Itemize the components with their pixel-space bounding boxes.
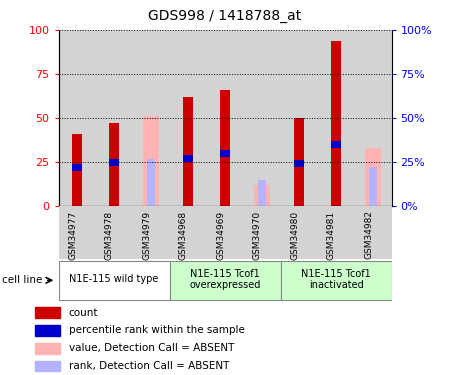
- Bar: [369, 168, 377, 206]
- Bar: [95, 30, 132, 206]
- Bar: [220, 150, 230, 157]
- Bar: [280, 30, 318, 206]
- Text: GSM34968: GSM34968: [179, 210, 188, 260]
- Text: GSM34981: GSM34981: [327, 210, 336, 260]
- Bar: [220, 90, 230, 206]
- Bar: [207, 30, 243, 206]
- Bar: [355, 206, 392, 259]
- Bar: [170, 30, 207, 206]
- Text: count: count: [69, 308, 98, 318]
- Bar: [144, 116, 159, 206]
- Text: GSM34982: GSM34982: [364, 210, 373, 260]
- Bar: [294, 118, 304, 206]
- Bar: [35, 361, 60, 371]
- Bar: [132, 30, 170, 206]
- Bar: [243, 30, 280, 206]
- Bar: [294, 160, 304, 168]
- Bar: [58, 30, 95, 206]
- Text: GSM34978: GSM34978: [105, 210, 114, 260]
- Bar: [170, 206, 207, 259]
- FancyBboxPatch shape: [58, 261, 170, 300]
- Text: percentile rank within the sample: percentile rank within the sample: [69, 326, 245, 336]
- Text: N1E-115 wild type: N1E-115 wild type: [69, 274, 159, 285]
- Bar: [280, 206, 318, 259]
- Text: GDS998 / 1418788_at: GDS998 / 1418788_at: [148, 9, 302, 23]
- Bar: [318, 30, 355, 206]
- Bar: [258, 180, 265, 206]
- Text: N1E-115 Tcof1
inactivated: N1E-115 Tcof1 inactivated: [301, 268, 371, 290]
- Bar: [318, 206, 355, 259]
- Bar: [132, 206, 170, 259]
- Text: GSM34970: GSM34970: [253, 210, 262, 260]
- Bar: [365, 148, 381, 206]
- Bar: [58, 206, 95, 259]
- Bar: [95, 206, 132, 259]
- Bar: [184, 155, 193, 162]
- Bar: [72, 134, 81, 206]
- Bar: [331, 40, 341, 206]
- Bar: [355, 30, 392, 206]
- Text: GSM34977: GSM34977: [68, 210, 77, 260]
- Text: GSM34980: GSM34980: [290, 210, 299, 260]
- Bar: [109, 159, 119, 166]
- Bar: [254, 185, 270, 206]
- Bar: [35, 308, 60, 318]
- Bar: [184, 97, 193, 206]
- Bar: [243, 206, 280, 259]
- Bar: [72, 164, 81, 171]
- Text: rank, Detection Call = ABSENT: rank, Detection Call = ABSENT: [69, 361, 229, 371]
- Bar: [207, 206, 243, 259]
- Bar: [148, 159, 154, 206]
- Text: GSM34979: GSM34979: [142, 210, 151, 260]
- Bar: [35, 325, 60, 336]
- Bar: [331, 141, 341, 148]
- Bar: [109, 123, 119, 206]
- Text: value, Detection Call = ABSENT: value, Detection Call = ABSENT: [69, 343, 234, 353]
- Text: cell line: cell line: [2, 275, 43, 285]
- FancyBboxPatch shape: [280, 261, 392, 300]
- FancyBboxPatch shape: [170, 261, 280, 300]
- Bar: [35, 343, 60, 354]
- Text: GSM34969: GSM34969: [216, 210, 225, 260]
- Text: N1E-115 Tcof1
overexpressed: N1E-115 Tcof1 overexpressed: [189, 268, 261, 290]
